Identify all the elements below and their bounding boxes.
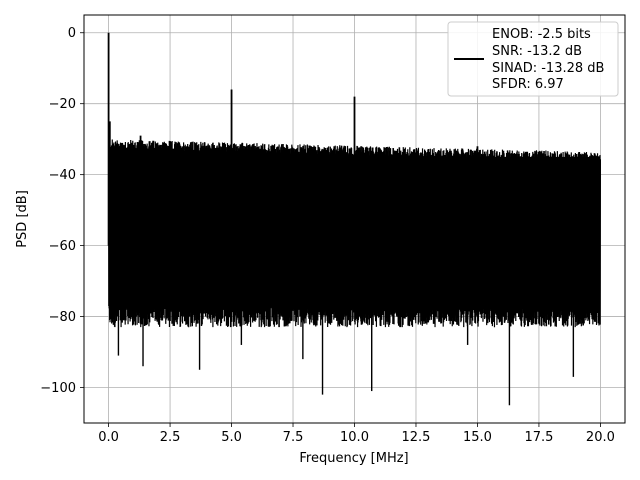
x-tick-label: 0.0 (98, 430, 119, 445)
x-tick-label: 2.5 (160, 430, 181, 445)
y-tick-label: −100 (40, 381, 76, 396)
y-tick-label: −20 (49, 97, 76, 112)
x-tick-label: 15.0 (463, 430, 492, 445)
y-tick-label: −80 (49, 310, 76, 325)
x-tick-label: 5.0 (221, 430, 242, 445)
x-tick-label: 12.5 (402, 430, 431, 445)
legend-box (447, 21, 619, 97)
y-axis-ticks: 0 −20 −40 −60 −80 −100 (40, 26, 84, 396)
x-tick-label: 20.0 (586, 430, 615, 445)
y-tick-label: −40 (49, 168, 76, 183)
legend-line-sfdr: SFDR: 6.97 (492, 77, 564, 92)
x-axis-label: Frequency [MHz] (299, 451, 408, 466)
legend: ENOB: -2.5 bits SNR: -13.2 dB SINAD: -13… (447, 21, 619, 97)
x-tick-label: 7.5 (283, 430, 304, 445)
y-tick-label: −60 (49, 239, 76, 254)
y-tick-label: 0 (68, 26, 76, 41)
x-tick-label: 10.0 (340, 430, 369, 445)
y-axis-label: PSD [dB] (15, 190, 30, 248)
x-axis-ticks: 0.0 2.5 5.0 7.5 10.0 12.5 15.0 17.5 20.0 (98, 423, 615, 445)
psd-series (107, 32, 602, 406)
legend-line-enob: ENOB: -2.5 bits (492, 27, 591, 42)
x-tick-label: 17.5 (524, 430, 553, 445)
legend-line-snr: SNR: -13.2 dB (492, 44, 582, 59)
legend-line-sinad: SINAD: -13.28 dB (492, 61, 604, 76)
